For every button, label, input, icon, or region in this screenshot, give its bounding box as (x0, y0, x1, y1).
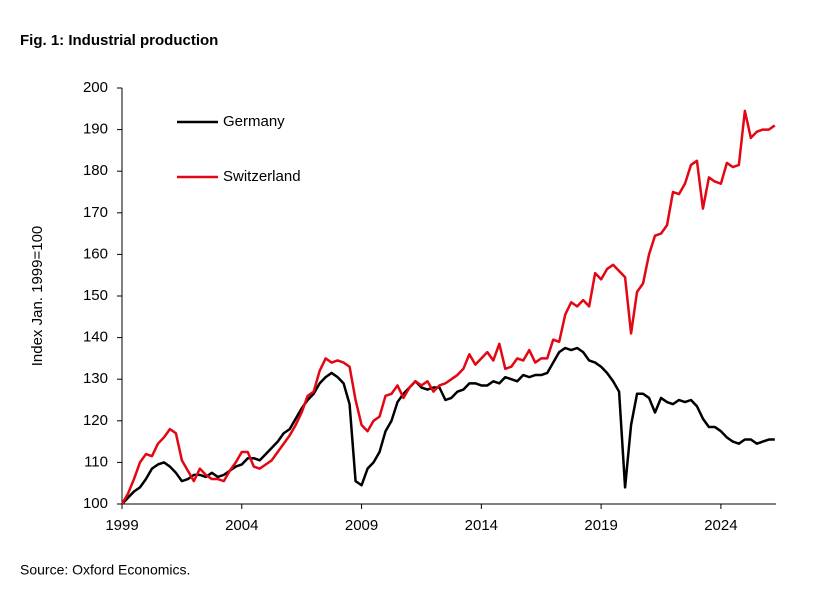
y-tick-label: 110 (84, 453, 108, 470)
chart-title: Fig. 1: Industrial production (20, 32, 218, 49)
y-tick-label: 140 (83, 329, 108, 346)
x-tick-label: 2024 (704, 517, 737, 534)
source-note: Source: Oxford Economics. (20, 562, 190, 578)
x-tick-label: 2019 (584, 517, 617, 534)
y-tick-label: 170 (83, 204, 108, 221)
x-tick-label: 2009 (345, 517, 378, 534)
y-tick-label: 100 (83, 495, 108, 512)
x-tick-label: 2014 (465, 517, 498, 534)
legend-label: Switzerland (223, 168, 301, 185)
y-tick-label: 150 (83, 287, 108, 304)
y-tick-label: 190 (83, 121, 108, 138)
y-tick-label: 120 (83, 412, 108, 429)
y-tick-label: 130 (83, 370, 108, 387)
y-tick-label: 160 (83, 245, 108, 262)
legend-label: Germany (223, 113, 285, 130)
y-tick-label: 180 (83, 162, 108, 179)
y-axis-label: Index Jan. 1999=100 (29, 226, 46, 367)
data-line (120, 109, 776, 505)
x-tick-label: 1999 (105, 517, 138, 534)
x-tick-label: 2004 (225, 517, 258, 534)
y-tick-label: 200 (83, 79, 108, 96)
